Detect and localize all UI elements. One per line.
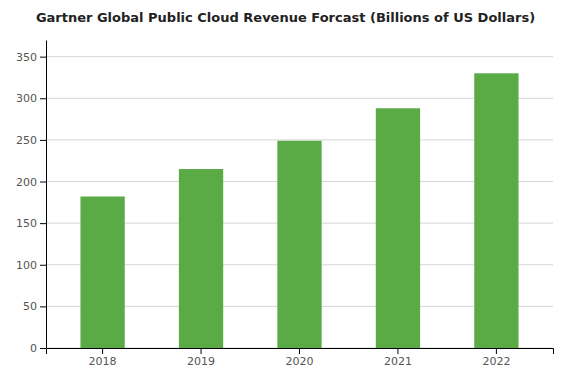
bar [277,141,321,348]
y-tick-mark [40,98,46,99]
chart-title: Gartner Global Public Cloud Revenue Forc… [36,10,535,25]
y-tick: 50 [23,300,46,313]
y-tick-mark [40,265,46,266]
chart-svg: 0 50 100 150 200 250 300 350 2018 2019 2020 2021 202… [0,0,571,380]
x-tick-mark [201,348,202,354]
x-tick-label: 2020 [286,355,314,368]
x-tick-mark [397,348,398,354]
y-axis: 0 50 100 150 200 250 300 350 [16,41,47,356]
y-tick-label: 200 [16,176,37,189]
y-tick-label: 150 [16,217,37,230]
y-tick-mark [40,182,46,183]
y-tick: 100 [16,259,46,272]
grid-line [46,56,553,57]
y-tick-mark [40,306,46,307]
y-tick-label: 50 [23,300,37,313]
y-tick: 200 [16,176,46,189]
x-tick: 2019 [187,348,215,368]
x-tick: 2020 [286,348,314,368]
y-tick-label: 250 [16,134,37,147]
x-tick: 2022 [482,348,510,368]
x-tick: 2018 [89,348,117,368]
x-tick: 2021 [384,348,412,368]
y-tick-label: 350 [16,51,37,64]
y-tick-label: 0 [30,342,37,355]
grid [46,57,553,348]
y-tick-label: 300 [16,92,37,105]
x-axis-line [47,349,554,355]
x-tick-mark [496,348,497,354]
x-tick-label: 2021 [384,355,412,368]
x-tick-label: 2018 [89,355,117,368]
bar [179,169,223,348]
y-tick: 250 [16,134,46,147]
y-tick-mark [40,140,46,141]
x-tick-mark [299,348,300,354]
bar [376,108,420,348]
plot-area: 0 50 100 150 200 250 300 350 2018 2019 2020 2021 202… [16,41,554,368]
x-tick-label: 2019 [187,355,215,368]
x-tick-mark [102,348,103,354]
y-axis-line [46,41,47,349]
x-tick-label: 2022 [482,355,510,368]
y-tick: 150 [16,217,46,230]
bars [80,73,518,348]
y-tick: 300 [16,92,46,105]
y-tick-mark [40,57,46,58]
y-tick-mark [40,348,46,349]
y-tick: 0 [30,342,46,355]
bar [474,73,518,348]
y-tick-label: 100 [16,259,37,272]
y-tick-mark [40,223,46,224]
y-tick: 350 [16,51,46,64]
x-axis: 2018 2019 2020 2021 2022 [47,348,554,368]
bar [80,196,124,348]
